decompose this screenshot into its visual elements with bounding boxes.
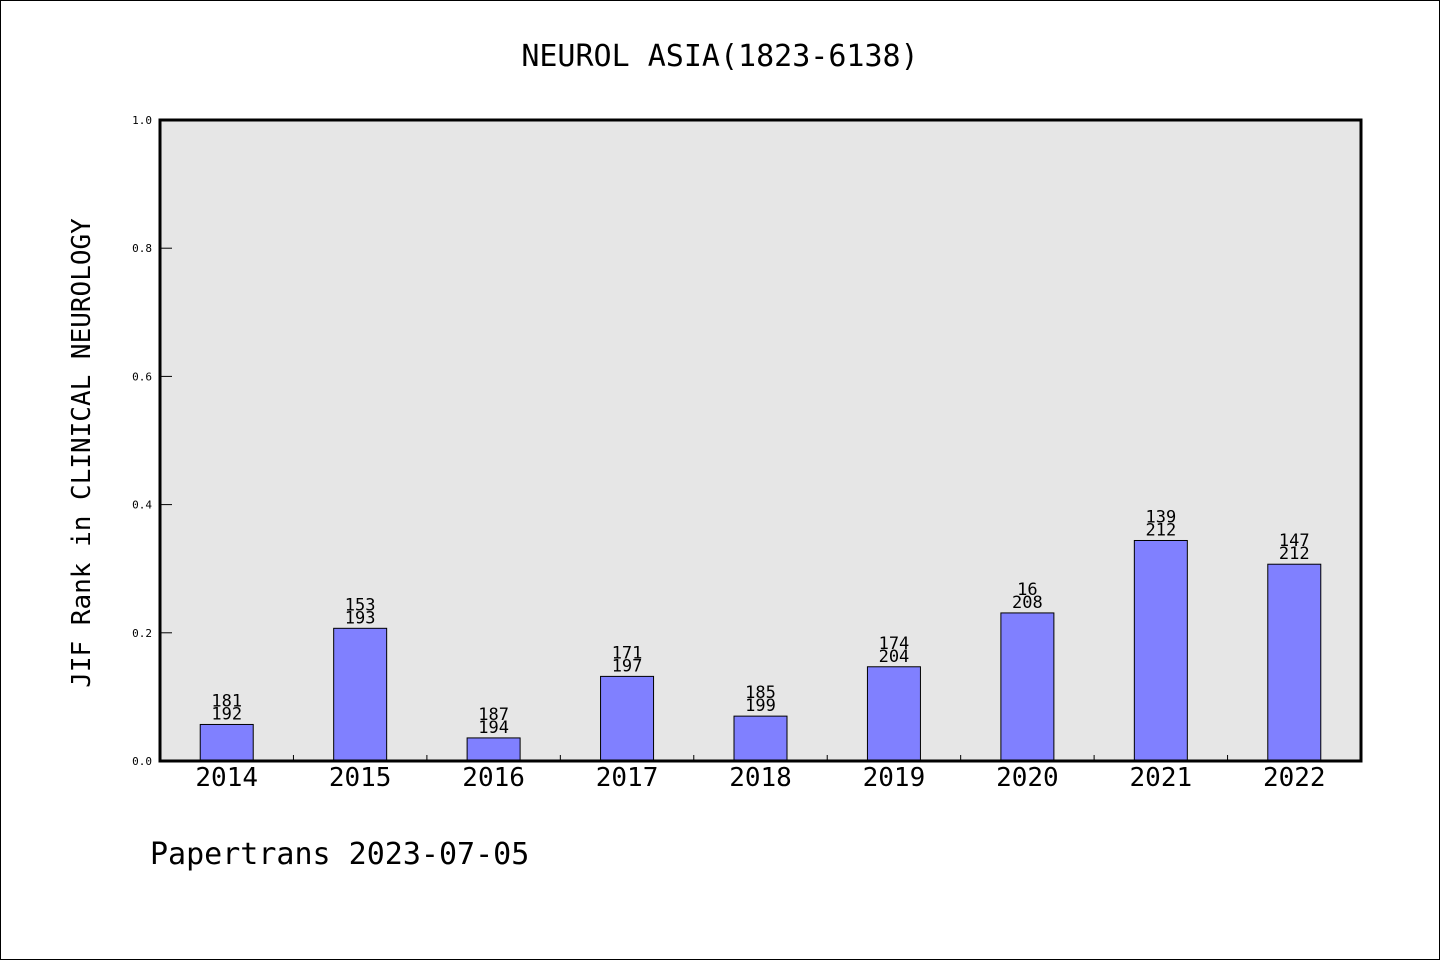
y-tick-label: 0.0 xyxy=(132,755,152,768)
bar xyxy=(866,666,921,762)
bar-label-total: 212 xyxy=(1279,544,1310,564)
x-tick-label: 2021 xyxy=(1130,763,1193,793)
y-tick-label: 0.6 xyxy=(132,370,152,383)
bar-label-total: 208 xyxy=(1012,593,1043,613)
bar xyxy=(1267,563,1322,762)
y-tick-label: 0.4 xyxy=(132,499,152,512)
x-tick-label: 2014 xyxy=(195,763,258,793)
bar-label-rank: 16 xyxy=(1017,580,1037,600)
y-axis: 0.0 0.2 0.4 0.6 0.8 1.0 xyxy=(132,114,172,768)
bar-label-rank: 185 xyxy=(745,683,776,703)
x-axis: 2014 2015 2016 2017 2018 2019 2020 2021 2022 xyxy=(195,755,1326,793)
bar-label-rank: 139 xyxy=(1145,507,1176,527)
y-tick-label: 0.8 xyxy=(132,242,152,255)
bar xyxy=(1000,612,1055,762)
bar xyxy=(1133,539,1188,762)
bar xyxy=(733,715,788,762)
bar-label-rank: 187 xyxy=(478,705,509,725)
y-axis-label: JIF Rank in CLINICAL NEUROLOGY xyxy=(67,218,97,688)
bar xyxy=(333,627,388,762)
bar xyxy=(199,723,254,762)
bar xyxy=(466,737,521,762)
x-tick-label: 2018 xyxy=(729,763,792,793)
bar-label-rank: 174 xyxy=(879,634,910,654)
y-tick-label: 1.0 xyxy=(132,114,152,127)
x-tick-label: 2016 xyxy=(462,763,525,793)
x-tick-label: 2022 xyxy=(1263,763,1326,793)
x-tick-label: 2015 xyxy=(329,763,392,793)
footer-text: Papertrans 2023-07-05 xyxy=(150,837,529,872)
x-tick-label: 2017 xyxy=(596,763,659,793)
y-tick-label: 0.2 xyxy=(132,627,152,640)
x-tick-label: 2019 xyxy=(863,763,926,793)
bar xyxy=(600,675,655,762)
bar-label-total: 194 xyxy=(478,718,509,738)
bar-label-total: 197 xyxy=(612,656,643,676)
bar-label-total: 199 xyxy=(745,696,776,716)
bar-label-rank: 147 xyxy=(1279,531,1310,551)
x-tick-label: 2020 xyxy=(996,763,1059,793)
bar-label-rank: 153 xyxy=(345,595,376,615)
chart-title: NEUROL ASIA(1823-6138) xyxy=(521,39,918,74)
bar-label-rank: 181 xyxy=(211,691,242,711)
bar-label-rank: 171 xyxy=(612,643,643,663)
bar-label-total: 193 xyxy=(345,608,376,628)
plot-border xyxy=(158,118,1363,763)
bar-label-total: 212 xyxy=(1145,520,1176,540)
bar-label-total: 204 xyxy=(879,647,910,667)
bar-label-total: 192 xyxy=(211,704,242,724)
